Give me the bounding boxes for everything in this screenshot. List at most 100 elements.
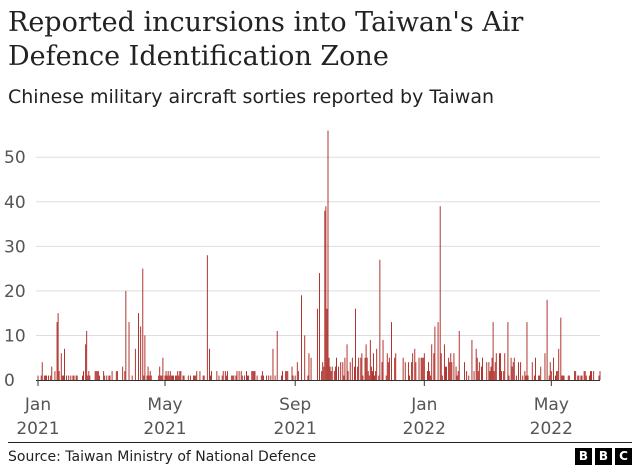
bar xyxy=(307,375,309,380)
bar xyxy=(374,375,376,380)
bar-chart: 0 10 20 30 40 50 Jan 2021 May 2021 Sep 2021 Jan 2022… xyxy=(4,130,601,439)
bar xyxy=(415,362,417,380)
bar xyxy=(292,375,294,380)
bar xyxy=(478,362,480,380)
bar xyxy=(115,371,117,380)
bar xyxy=(550,371,552,380)
bar xyxy=(351,357,353,380)
bar xyxy=(227,371,228,380)
bar xyxy=(310,357,312,380)
bar xyxy=(490,366,492,380)
y-tick-label: 20 xyxy=(4,282,26,302)
bar xyxy=(325,206,327,380)
bar xyxy=(500,353,501,380)
x-tick-label-year: 2022 xyxy=(530,419,573,439)
bar xyxy=(492,322,494,380)
bar xyxy=(451,362,453,380)
bar xyxy=(439,206,441,380)
bar xyxy=(165,371,167,380)
bar xyxy=(140,326,142,380)
bar xyxy=(134,348,136,380)
bar xyxy=(599,371,601,380)
bar xyxy=(252,371,254,380)
bar xyxy=(421,357,423,380)
bar xyxy=(430,375,432,380)
logo-letter-c: C xyxy=(615,448,632,465)
bar xyxy=(540,366,542,380)
bar xyxy=(218,375,220,380)
bar xyxy=(588,375,590,380)
bar xyxy=(414,348,416,380)
bar xyxy=(494,362,496,380)
bar xyxy=(476,357,478,380)
bar xyxy=(338,366,340,380)
bar xyxy=(481,366,482,380)
bar xyxy=(167,371,169,380)
bar xyxy=(446,366,447,380)
x-tick-label-month: Jan xyxy=(24,395,51,415)
bar xyxy=(43,375,45,380)
bar xyxy=(412,353,414,380)
bar xyxy=(95,371,97,380)
bar xyxy=(180,371,182,380)
bar xyxy=(210,375,211,380)
bar xyxy=(231,375,233,380)
bar xyxy=(321,371,323,380)
bar xyxy=(407,362,409,380)
bar xyxy=(66,375,68,380)
bar xyxy=(370,366,372,380)
bar xyxy=(457,371,459,380)
bar xyxy=(385,375,387,380)
bar xyxy=(329,366,331,380)
bar xyxy=(344,357,346,380)
logo-letter-b1: B xyxy=(575,448,592,465)
bar xyxy=(378,375,380,380)
bar xyxy=(369,339,371,380)
bar xyxy=(422,357,424,380)
bar xyxy=(189,375,191,380)
bar xyxy=(98,375,100,380)
bar xyxy=(37,375,39,380)
bar xyxy=(513,357,515,380)
bar xyxy=(40,375,42,380)
bar xyxy=(169,371,171,380)
bar xyxy=(585,375,587,380)
bar xyxy=(429,371,431,380)
bar xyxy=(216,371,218,380)
bar xyxy=(108,375,110,380)
bar xyxy=(236,371,238,380)
bar xyxy=(327,130,329,380)
bar xyxy=(526,322,528,380)
bar xyxy=(357,366,359,380)
bar xyxy=(308,353,310,380)
bar xyxy=(138,313,139,380)
bar xyxy=(391,322,392,380)
bar xyxy=(149,371,151,380)
bar xyxy=(61,375,63,380)
bar xyxy=(266,375,268,380)
bar xyxy=(449,362,451,380)
bar xyxy=(330,371,332,380)
bar xyxy=(51,366,53,380)
bar xyxy=(160,375,162,380)
bar xyxy=(381,362,383,380)
x-tick-label-month: Sep xyxy=(279,395,311,415)
bar xyxy=(361,353,363,380)
bar xyxy=(150,375,152,380)
bar xyxy=(73,375,75,380)
bar xyxy=(161,375,163,380)
bar xyxy=(209,348,210,380)
bar xyxy=(58,371,60,380)
bar xyxy=(144,335,146,380)
bar xyxy=(440,353,442,380)
bar xyxy=(418,357,420,380)
bar xyxy=(495,353,497,380)
bar xyxy=(104,375,106,380)
bar xyxy=(256,375,258,380)
bar xyxy=(106,375,108,380)
bar xyxy=(328,357,330,380)
bar xyxy=(382,339,384,380)
bar xyxy=(48,375,50,380)
bar xyxy=(76,375,78,380)
bar xyxy=(116,371,118,380)
